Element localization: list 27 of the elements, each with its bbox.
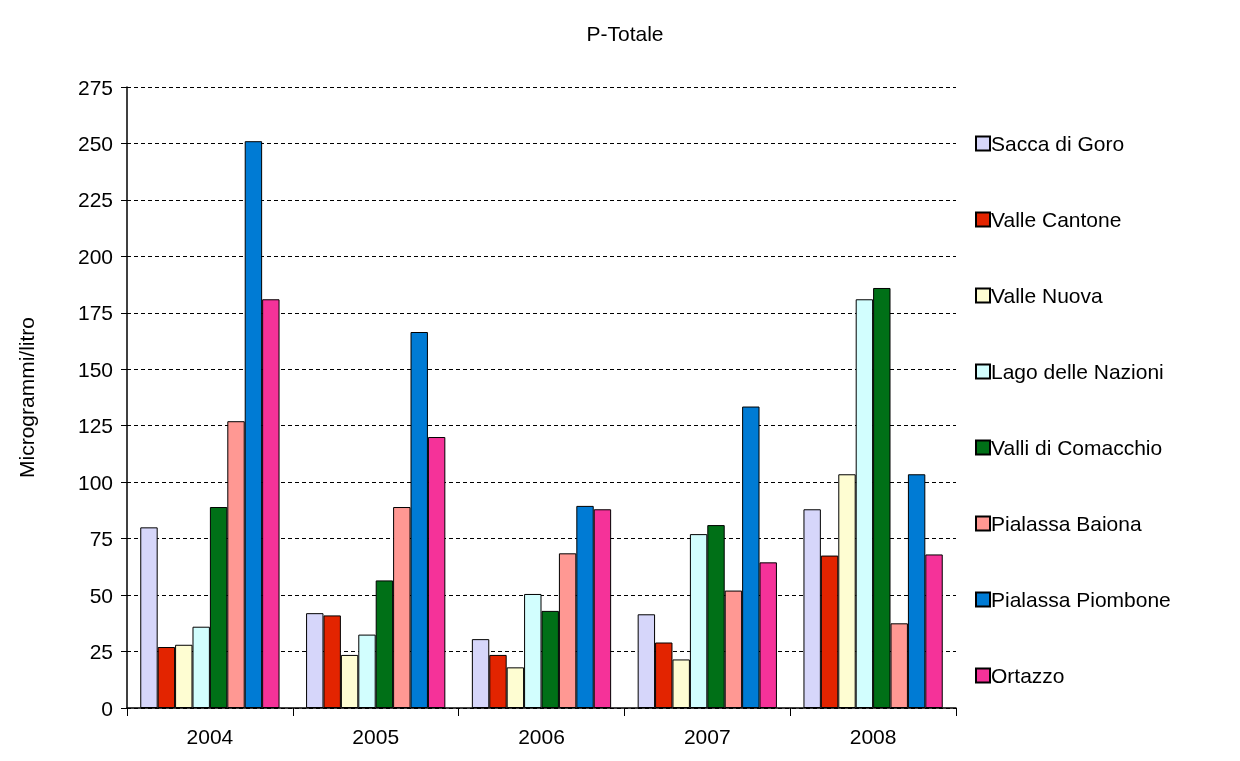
y-tick-label: 75: [89, 527, 113, 551]
x-tick-label: 2004: [186, 725, 234, 748]
y-tick-label: 200: [77, 244, 113, 268]
x-tick-label: 2007: [683, 725, 731, 748]
y-tick-label: 100: [77, 470, 113, 494]
legend-label: Pialassa Piombone: [991, 588, 1171, 611]
y-tick-label: 150: [77, 357, 113, 381]
legend-label: Sacca di Goro: [991, 132, 1125, 155]
legend-label: Valle Nuova: [991, 284, 1103, 307]
y-tick-label: 175: [77, 301, 113, 325]
y-axis-title: Microgrammi/litro: [15, 316, 38, 479]
y-tick-label: 50: [89, 583, 113, 607]
legend-label: Ortazzo: [991, 664, 1065, 687]
legend-label: Valli di Comacchio: [991, 436, 1163, 459]
chart-title: P-Totale: [586, 22, 664, 45]
y-tick-label: 250: [77, 131, 113, 155]
y-tick-label: 125: [77, 414, 113, 438]
legend-label: Pialassa Baiona: [991, 512, 1142, 535]
y-tick-label: 225: [77, 188, 113, 212]
y-tick-label: 275: [77, 75, 113, 99]
x-tick-label: 2006: [518, 725, 565, 748]
y-tick-label: 0: [101, 696, 113, 720]
legend-label: Lago delle Nazioni: [991, 360, 1164, 383]
x-tick-label: 2005: [352, 725, 400, 748]
x-tick-label: 2008: [849, 725, 897, 748]
y-tick-label: 25: [89, 640, 113, 664]
legend-label: Valle Cantone: [991, 208, 1122, 231]
